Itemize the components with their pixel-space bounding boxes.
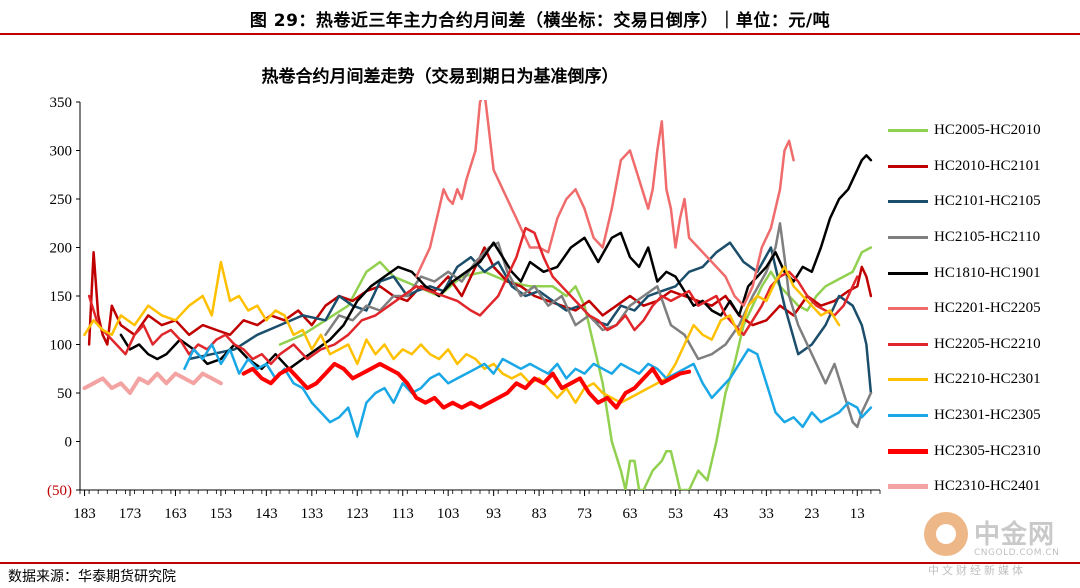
y-tick-label: 300 (50, 144, 73, 160)
y-tick-label: 150 (50, 289, 73, 305)
x-tick-label: 163 (164, 506, 187, 522)
legend-swatch (888, 484, 928, 490)
series-line-hc2105-hc2110 (324, 222, 873, 429)
series-line-hc2301-hc2305 (183, 343, 873, 438)
y-tick-label: 50 (57, 386, 72, 402)
legend-label: HC2005-HC2010 (934, 122, 1041, 139)
legend-item: HC2201-HC2205 (888, 291, 1078, 327)
legend-label: HC2105-HC2110 (934, 229, 1041, 246)
x-tick-label: 183 (73, 506, 96, 522)
series-line-hc2101-hc2105 (187, 241, 873, 395)
x-tick-label: 33 (759, 506, 774, 522)
legend-swatch (888, 414, 928, 418)
chart-title: 热卷合约月间差走势（交易到期日为基准倒序） (261, 67, 619, 87)
legend-item: HC2101-HC2105 (888, 184, 1078, 220)
watermark-url: CNGOLD.COM.CN (974, 548, 1060, 558)
x-tick-label: 143 (255, 506, 278, 522)
series-line-hc2010-hc2101 (87, 246, 873, 346)
x-tick-label: 43 (713, 506, 728, 522)
legend-label: HC2210-HC2301 (934, 371, 1041, 388)
legend-item: HC1810-HC1901 (888, 255, 1078, 291)
y-tick-label: (50) (47, 483, 72, 499)
footer-rule (0, 562, 1080, 564)
series-line-hc2205-hc2210 (87, 226, 859, 366)
x-tick-label: 13 (850, 506, 865, 522)
y-tick-label: 350 (50, 95, 73, 111)
header-rule (0, 33, 1080, 35)
x-tick-label: 53 (668, 506, 683, 522)
legend-swatch (888, 129, 928, 133)
legend-label: HC2205-HC2210 (934, 335, 1041, 352)
chart-axes: (50) 0 50 100 150 200 250 300 350 183 173 163 153 143… (47, 95, 881, 522)
chart-series (82, 100, 873, 490)
legend-swatch (888, 378, 928, 382)
legend-label: HC2301-HC2305 (934, 407, 1041, 424)
x-tick-label: 133 (301, 506, 324, 522)
x-tick-label: 123 (346, 506, 369, 522)
figure-caption: 图 29：热卷近三年主力合约月间差（横坐标：交易日倒序）｜单位：元/吨 (249, 11, 831, 31)
x-tick-label: 83 (532, 506, 547, 522)
x-tick-label: 23 (804, 506, 819, 522)
x-tick-label: 173 (119, 506, 142, 522)
series-line-hc2310-hc2401 (82, 371, 223, 395)
legend-label: HC2310-HC2401 (934, 478, 1041, 495)
data-source: 数据来源：华泰期货研究院 (8, 569, 176, 585)
legend-label: HC2101-HC2105 (934, 193, 1041, 210)
legend-swatch (888, 307, 928, 311)
y-tick-label: 0 (65, 435, 73, 451)
series-line-hc2210-hc2301 (83, 260, 841, 404)
legend-label: HC2305-HC2310 (934, 442, 1041, 459)
watermark-emblem-icon (924, 512, 968, 556)
x-tick-label: 103 (437, 506, 460, 522)
x-tick-label: 113 (392, 506, 414, 522)
legend-label: HC2201-HC2205 (934, 300, 1041, 317)
x-tick-label: 63 (623, 506, 638, 522)
legend-swatch (888, 342, 928, 346)
legend-swatch (888, 448, 928, 454)
legend-swatch (888, 164, 928, 168)
x-tick-label: 93 (486, 506, 501, 522)
legend-item: HC2310-HC2401 (888, 469, 1078, 505)
legend-item: HC2105-HC2110 (888, 220, 1078, 256)
watermark-tagline: 中文财经新媒体 (928, 564, 1026, 577)
watermark-logo: 中金网 CNGOLD.COM.CN 中文财经新媒体 (918, 508, 1078, 578)
legend-item: HC2301-HC2305 (888, 398, 1078, 434)
legend-item: HC2305-HC2310 (888, 433, 1078, 469)
series-line-hc2305-hc2310 (241, 361, 692, 410)
series-line-hc2201-hc2205 (415, 100, 795, 307)
y-tick-label: 200 (50, 241, 73, 257)
legend-swatch (888, 200, 928, 204)
x-tick-label: 153 (210, 506, 233, 522)
legend-item: HC2010-HC2101 (888, 149, 1078, 185)
x-tick-label: 73 (577, 506, 592, 522)
y-tick-label: 100 (50, 338, 73, 354)
legend-label: HC1810-HC1901 (934, 264, 1041, 281)
legend-swatch (888, 271, 928, 275)
y-tick-label: 250 (50, 192, 73, 208)
legend-item: HC2210-HC2301 (888, 362, 1078, 398)
watermark-name: 中金网 (974, 520, 1056, 550)
legend-item: HC2205-HC2210 (888, 327, 1078, 363)
figure-header: 图 29：热卷近三年主力合约月间差（横坐标：交易日倒序）｜单位：元/吨 (0, 0, 1080, 34)
legend-swatch (888, 236, 928, 240)
legend-label: HC2010-HC2101 (934, 157, 1041, 174)
chart-legend: HC2005-HC2010 HC2010-HC2101 HC2101-HC2105 H… (888, 113, 1078, 505)
legend-item: HC2005-HC2010 (888, 113, 1078, 149)
